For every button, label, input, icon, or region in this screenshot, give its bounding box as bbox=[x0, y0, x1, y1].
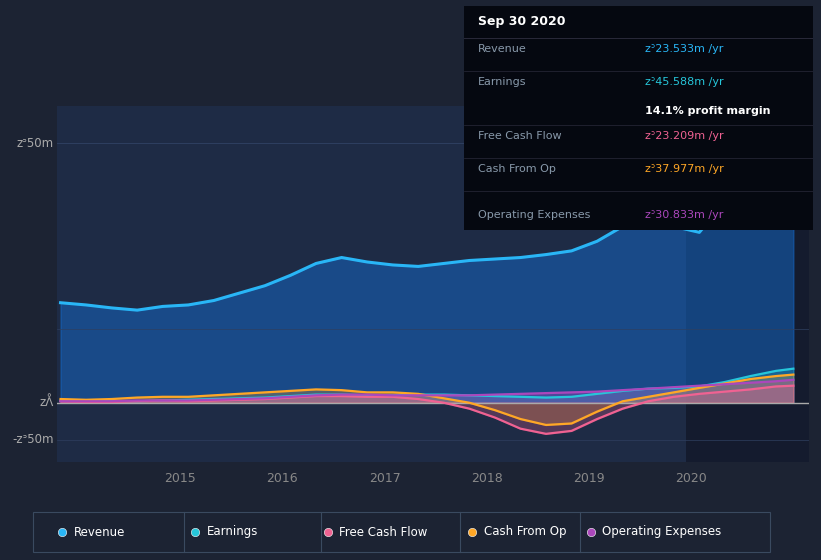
Text: Revenue: Revenue bbox=[74, 525, 125, 539]
Text: zᐣ45.588m /yr: zᐣ45.588m /yr bbox=[645, 77, 724, 87]
Text: Earnings: Earnings bbox=[207, 525, 258, 539]
Text: Free Cash Flow: Free Cash Flow bbox=[478, 131, 562, 141]
Text: 14.1% profit margin: 14.1% profit margin bbox=[645, 106, 771, 116]
Text: Sep 30 2020: Sep 30 2020 bbox=[478, 15, 566, 28]
Text: -zᐣ50m: -zᐣ50m bbox=[12, 433, 53, 446]
Text: Revenue: Revenue bbox=[478, 44, 526, 54]
Text: Cash From Op: Cash From Op bbox=[478, 164, 556, 174]
Text: zᐣ37.977m /yr: zᐣ37.977m /yr bbox=[645, 164, 724, 174]
Text: zᐣ23.533m /yr: zᐣ23.533m /yr bbox=[645, 44, 723, 54]
Text: Free Cash Flow: Free Cash Flow bbox=[340, 525, 428, 539]
Text: Operating Expenses: Operating Expenses bbox=[478, 209, 590, 220]
Text: zᐰ: zᐰ bbox=[39, 396, 53, 409]
Text: Operating Expenses: Operating Expenses bbox=[602, 525, 721, 539]
Text: zᐣ50m: zᐣ50m bbox=[16, 137, 53, 150]
Text: Earnings: Earnings bbox=[478, 77, 526, 87]
Bar bbox=[686, 106, 809, 462]
Text: zᐣ30.833m /yr: zᐣ30.833m /yr bbox=[645, 209, 723, 220]
Text: Cash From Op: Cash From Op bbox=[484, 525, 566, 539]
Text: zᐣ23.209m /yr: zᐣ23.209m /yr bbox=[645, 131, 724, 141]
